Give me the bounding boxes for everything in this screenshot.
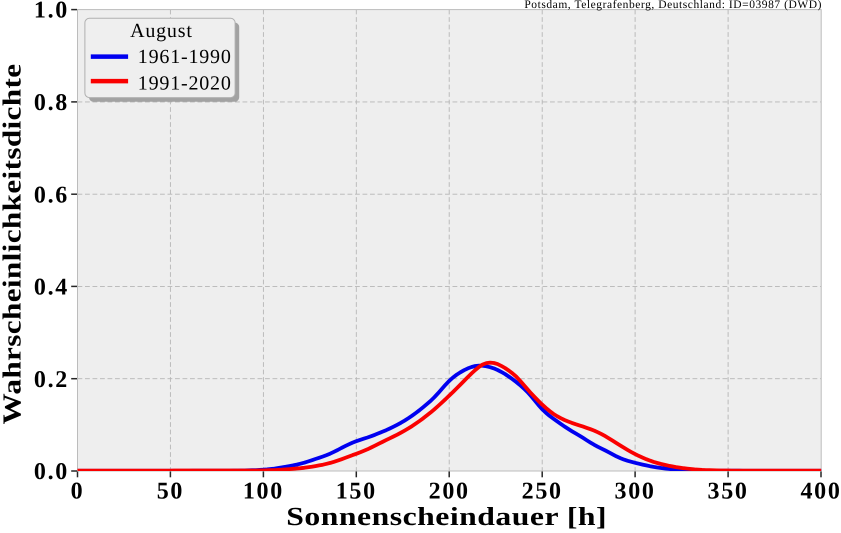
svg-text:150: 150	[336, 479, 377, 505]
svg-text:1991-2020: 1991-2020	[138, 73, 232, 95]
svg-text:Sonnenscheindauer [h]: Sonnenscheindauer [h]	[286, 502, 607, 531]
svg-text:100: 100	[243, 479, 284, 505]
svg-text:Potsdam, Telegrafenberg, Deuts: Potsdam, Telegrafenberg, Deutschland: ID…	[524, 0, 822, 11]
svg-text:0.0: 0.0	[34, 459, 69, 485]
svg-text:0: 0	[71, 479, 85, 505]
svg-text:400: 400	[800, 479, 841, 505]
svg-text:300: 300	[615, 479, 656, 505]
svg-text:0.6: 0.6	[34, 182, 69, 208]
svg-text:0.8: 0.8	[34, 90, 69, 116]
svg-text:0.2: 0.2	[34, 367, 69, 393]
svg-text:0.4: 0.4	[34, 275, 69, 301]
svg-text:1961-1990: 1961-1990	[138, 46, 232, 68]
svg-text:200: 200	[429, 479, 470, 505]
svg-text:1.0: 1.0	[34, 0, 69, 24]
svg-text:Wahrscheinlichkeitsdichte: Wahrscheinlichkeitsdichte	[0, 64, 26, 425]
svg-text:350: 350	[708, 479, 749, 505]
svg-text:250: 250	[522, 479, 563, 505]
svg-text:August: August	[130, 20, 193, 42]
svg-text:50: 50	[157, 479, 184, 505]
